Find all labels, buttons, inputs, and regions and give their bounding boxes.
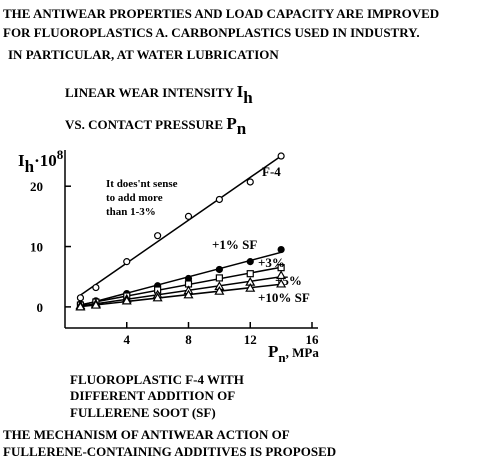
marker [154, 232, 162, 240]
axes [64, 150, 318, 329]
x-axis-label: Pn, MPa [268, 342, 319, 365]
marker [123, 258, 131, 266]
chart-title: LINEAR WEAR INTENSITY Ih [65, 82, 253, 107]
marker [92, 283, 100, 292]
marker [215, 195, 223, 204]
marker [152, 292, 163, 302]
marker [246, 178, 254, 186]
marker [276, 270, 287, 280]
header-line: THE ANTIWEAR PROPERTIES AND LOAD CAPACIT… [3, 6, 439, 21]
footer-line: THE MECHANISM OF ANTIWEAR ACTION OF [3, 427, 290, 442]
marker [215, 274, 223, 282]
annotation: than 1-3% [106, 206, 156, 218]
caption-line: FULLERENE SOOT (SF) [70, 405, 216, 420]
header-line: IN PARTICULAR, AT WATER LUBRICATION [8, 47, 279, 62]
marker [277, 152, 285, 160]
x-tick-label: 12 [244, 332, 257, 347]
marker [277, 245, 285, 254]
series-label: F-4 [262, 164, 281, 179]
marker [75, 301, 86, 311]
marker [76, 294, 85, 302]
series-label: +1% SF [212, 237, 257, 252]
marker [276, 278, 287, 288]
y-tick-label: 10 [30, 240, 43, 255]
y-tick-label: 0 [37, 300, 44, 315]
y-tick-label: 20 [30, 179, 43, 194]
footer-line: FULLERENE-CONTAINING ADDITIVES IS PROPOS… [3, 444, 336, 459]
marker [184, 212, 193, 220]
marker [245, 282, 256, 292]
chart-subtitle: VS. CONTACT PRESSURE Pn [65, 114, 247, 138]
header-line: FOR FLUOROPLASTICS A. CARBONPLASTICS USE… [3, 25, 420, 40]
marker [214, 285, 225, 295]
marker [183, 289, 194, 299]
annotation: to add more [106, 192, 163, 204]
x-tick-label: 8 [185, 332, 192, 347]
x-tick-label: 16 [306, 332, 320, 347]
annotation: It does'nt sense [106, 178, 178, 190]
caption-line: FLUOROPLASTIC F-4 WITH [70, 372, 244, 387]
series-label: +3% [258, 255, 285, 270]
y-axis-label: Ih·108 [18, 147, 64, 176]
x-tick-label: 4 [124, 332, 131, 347]
marker [246, 258, 254, 266]
marker [246, 270, 254, 278]
trend-line [80, 155, 282, 296]
series-label: +10% SF [258, 290, 310, 305]
marker [215, 265, 223, 274]
caption-line: DIFFERENT ADDITION OF [70, 388, 235, 403]
marker [90, 299, 101, 309]
marker [121, 295, 132, 305]
